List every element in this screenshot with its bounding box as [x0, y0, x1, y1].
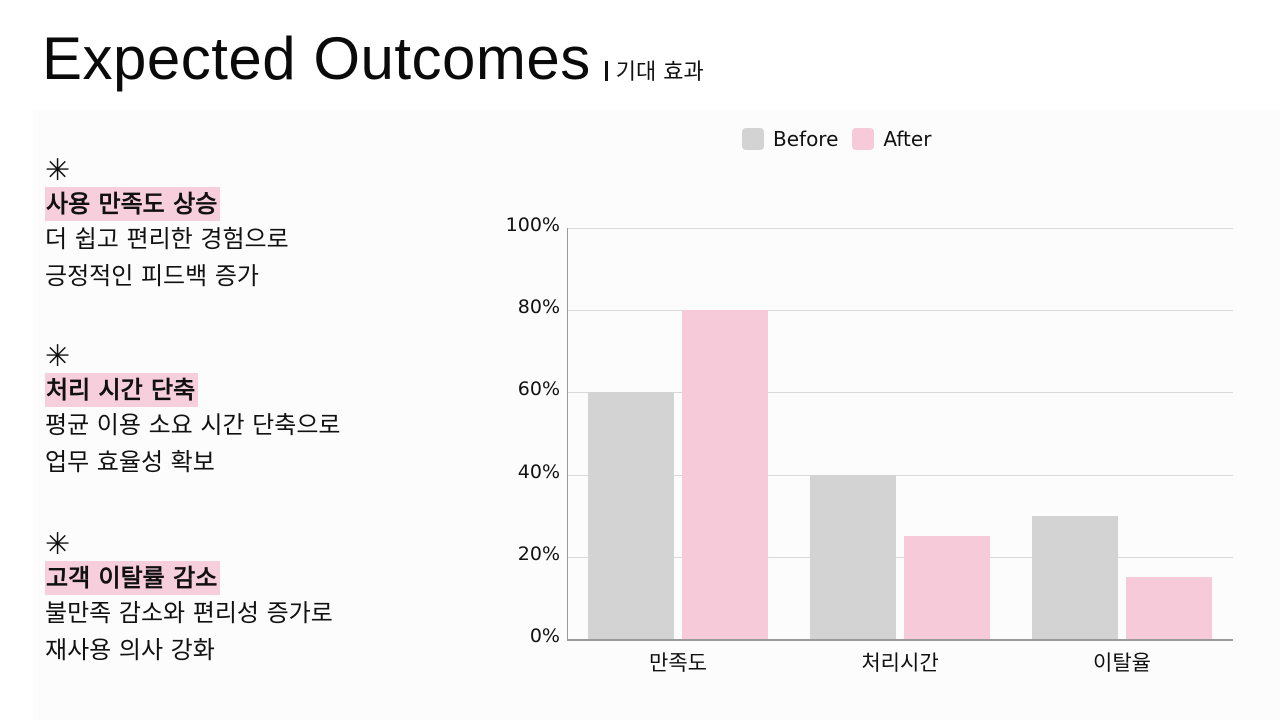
outcome-heading: 사용 만족도 상승 — [45, 187, 221, 221]
y-tick-label: 0% — [529, 625, 560, 647]
bar-before-1 — [810, 474, 896, 639]
outcome-heading: 처리 시간 단축 — [45, 373, 199, 407]
outcome-desc-line: 업무 효율성 확보 — [45, 448, 215, 476]
gridline — [567, 556, 1233, 558]
gridline — [567, 310, 1233, 312]
bar-before-0 — [588, 392, 674, 639]
bar-after-1 — [904, 536, 990, 639]
y-tick-label: 60% — [517, 378, 560, 401]
title-divider — [604, 61, 608, 81]
outcome-desc-line: 더 쉽고 편리한 경험으로 — [45, 225, 289, 253]
y-axis — [567, 228, 568, 639]
outcome-desc-line: 불만족 감소와 편리성 증가로 — [45, 599, 333, 627]
page-title: Expected Outcomes 기대 효과 — [42, 26, 704, 92]
gridline — [567, 228, 1233, 229]
x-tick-label: 만족도 — [649, 651, 707, 675]
bar-after-2 — [1126, 577, 1212, 639]
outcome-item-processing-time: ✳ 처리 시간 단축 평균 이용 소요 시간 단축으로 업무 효율성 확보 — [45, 341, 340, 481]
legend-item-after: After — [852, 127, 931, 151]
legend-swatch-before — [742, 128, 764, 150]
title-sub-text: 기대 효과 — [615, 60, 704, 85]
outcome-item-satisfaction: ✳ 사용 만족도 상승 더 쉽고 편리한 경험으로 긍정적인 피드백 증가 — [45, 155, 289, 295]
y-tick-label: 20% — [517, 542, 560, 565]
y-tick-label: 40% — [517, 460, 560, 483]
title-sub: 기대 효과 — [604, 54, 704, 86]
title-main: Expected Outcomes — [42, 25, 591, 92]
asterisk-icon: ✳ — [45, 527, 71, 562]
x-tick-label: 처리시간 — [861, 651, 939, 675]
legend-swatch-after — [852, 128, 875, 150]
gridline — [567, 392, 1233, 394]
bar-after-0 — [682, 310, 768, 639]
y-tick-label: 100% — [505, 214, 560, 236]
asterisk-icon: ✳ — [45, 153, 71, 188]
outcome-desc-line: 평균 이용 소요 시간 단축으로 — [45, 411, 341, 439]
outcome-desc-line: 긍정적인 피드백 증가 — [45, 262, 259, 290]
x-tick-label: 이탈율 — [1093, 651, 1151, 675]
legend-label-before: Before — [773, 127, 839, 151]
bar-before-2 — [1032, 515, 1118, 639]
outcome-desc-line: 재사용 의사 강화 — [45, 636, 215, 664]
gridline — [567, 474, 1233, 476]
x-axis — [567, 639, 1233, 641]
legend-label-after: After — [883, 127, 932, 151]
legend-item-before: Before — [742, 127, 838, 151]
asterisk-icon: ✳ — [45, 339, 71, 374]
outcome-heading: 고객 이탈률 감소 — [45, 561, 221, 595]
outcome-item-churn: ✳ 고객 이탈률 감소 불만족 감소와 편리성 증가로 재사용 의사 강화 — [45, 529, 333, 669]
y-tick-label: 80% — [517, 296, 560, 319]
chart-legend: Before After — [742, 127, 945, 151]
